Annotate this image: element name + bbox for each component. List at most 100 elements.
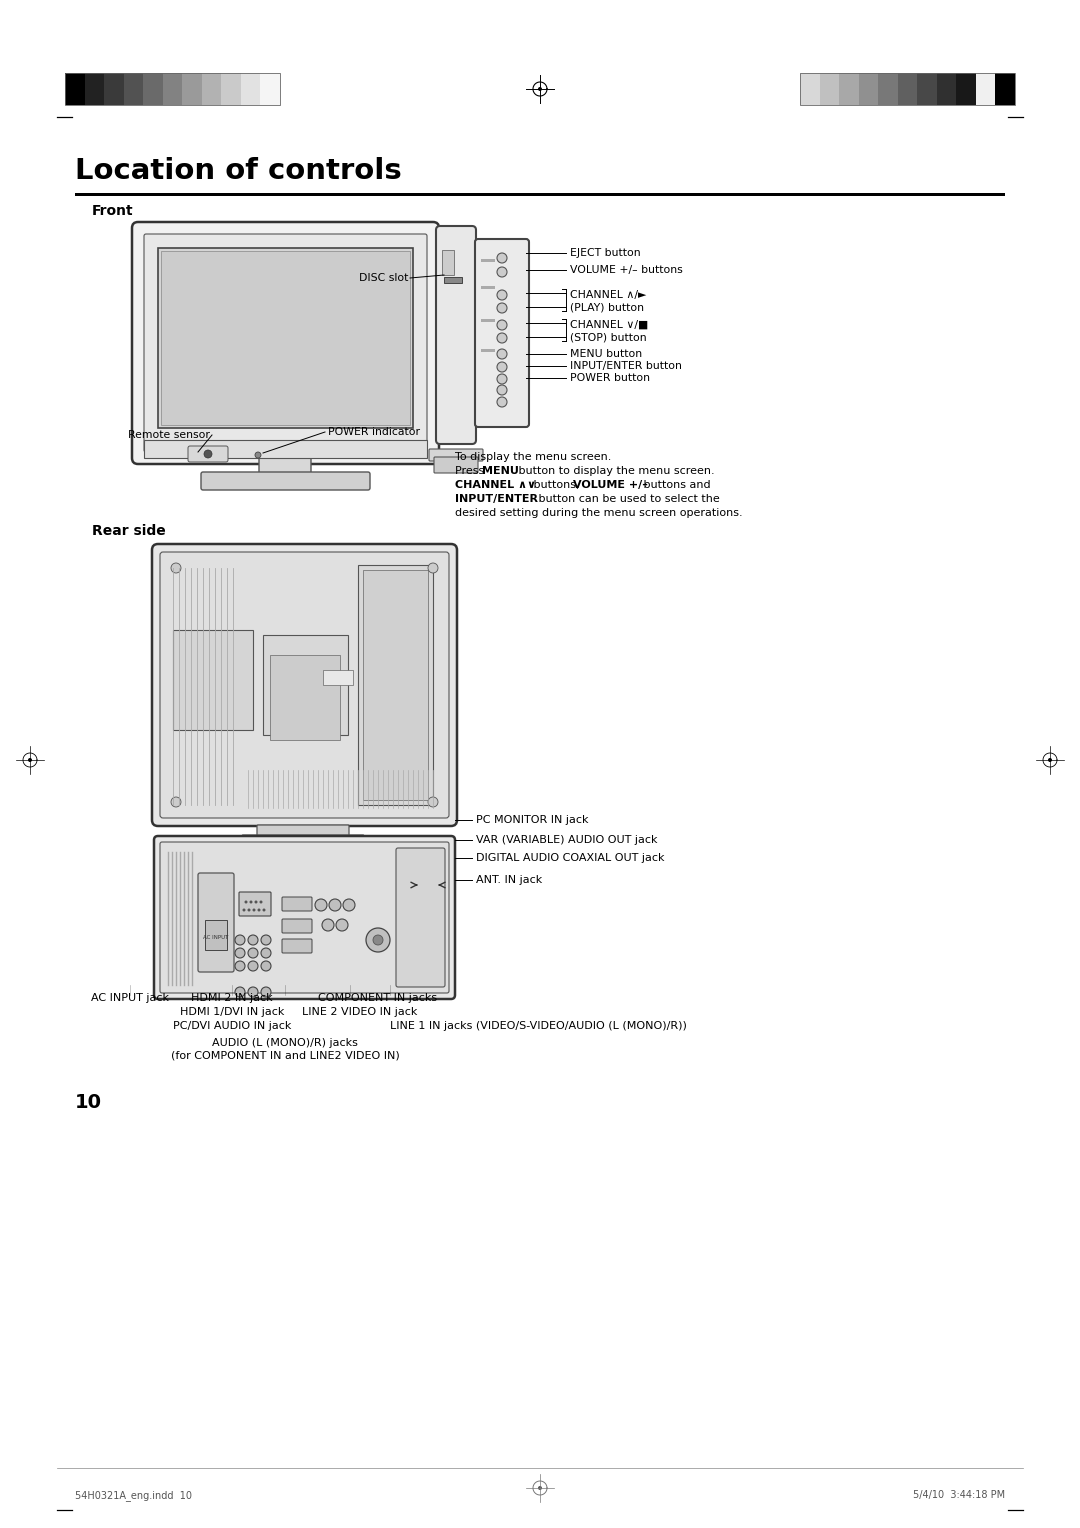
Text: POWER button: POWER button [570, 373, 650, 384]
Bar [158, 248, 413, 428]
Circle shape [497, 254, 507, 263]
Circle shape [497, 290, 507, 299]
Circle shape [235, 947, 245, 958]
Circle shape [243, 909, 245, 912]
Circle shape [235, 961, 245, 970]
FancyBboxPatch shape [475, 238, 529, 426]
Bar [123, 73, 144, 105]
Circle shape [262, 909, 266, 912]
Text: buttons,: buttons, [530, 480, 583, 490]
Bar [800, 73, 1015, 105]
Bar [161, 251, 410, 425]
Bar [65, 73, 280, 105]
Text: INPUT/ENTER: INPUT/ENTER [455, 494, 538, 504]
Bar [84, 73, 104, 105]
Circle shape [1048, 758, 1052, 762]
FancyBboxPatch shape [154, 836, 455, 999]
Text: Press: Press [455, 466, 488, 477]
Text: CHANNEL ∧/►: CHANNEL ∧/► [570, 290, 646, 299]
Circle shape [261, 935, 271, 944]
Circle shape [343, 898, 355, 911]
Bar [183, 73, 202, 105]
FancyBboxPatch shape [160, 552, 449, 817]
FancyBboxPatch shape [160, 842, 449, 993]
FancyBboxPatch shape [282, 918, 312, 934]
Circle shape [538, 1487, 542, 1490]
Circle shape [261, 961, 271, 970]
Text: DIGITAL AUDIO COAXIAL OUT jack: DIGITAL AUDIO COAXIAL OUT jack [476, 853, 664, 863]
Bar [442, 251, 454, 275]
Circle shape [329, 898, 341, 911]
Bar [241, 73, 260, 105]
FancyBboxPatch shape [201, 472, 370, 490]
Text: CHANNEL ∧∨: CHANNEL ∧∨ [455, 480, 536, 490]
Text: EJECT button: EJECT button [570, 248, 640, 258]
Text: button to display the menu screen.: button to display the menu screen. [515, 466, 715, 477]
FancyBboxPatch shape [282, 940, 312, 953]
Bar [202, 73, 221, 105]
Text: AC INPUT jack: AC INPUT jack [91, 993, 168, 1002]
Bar [264, 636, 348, 735]
Text: AUDIO (L (MONO)/R) jacks: AUDIO (L (MONO)/R) jacks [212, 1038, 357, 1048]
Circle shape [497, 303, 507, 313]
Circle shape [248, 935, 258, 944]
Text: To display the menu screen.: To display the menu screen. [455, 452, 611, 461]
Bar [839, 73, 859, 105]
Bar [357, 565, 433, 805]
Circle shape [261, 987, 271, 996]
Circle shape [257, 909, 260, 912]
Text: COMPONENT IN jacks: COMPONENT IN jacks [319, 993, 437, 1002]
Text: VAR (VARIABLE) AUDIO OUT jack: VAR (VARIABLE) AUDIO OUT jack [476, 834, 658, 845]
Circle shape [248, 947, 258, 958]
Bar [173, 630, 253, 730]
Bar [481, 348, 495, 351]
Bar [897, 73, 917, 105]
Bar [936, 73, 957, 105]
Bar [323, 669, 353, 685]
Circle shape [244, 900, 247, 903]
Circle shape [249, 900, 253, 903]
Bar [205, 920, 227, 950]
Bar [800, 73, 820, 105]
Bar [144, 440, 427, 458]
Text: PC MONITOR IN jack: PC MONITOR IN jack [476, 814, 589, 825]
Text: Remote sensor: Remote sensor [129, 429, 210, 440]
Circle shape [235, 987, 245, 996]
Circle shape [366, 927, 390, 952]
Text: LINE 1 IN jacks (VIDEO/S-VIDEO/AUDIO (L (MONO)/R)): LINE 1 IN jacks (VIDEO/S-VIDEO/AUDIO (L … [390, 1021, 687, 1031]
FancyBboxPatch shape [436, 226, 476, 445]
Circle shape [428, 562, 438, 573]
FancyBboxPatch shape [242, 834, 364, 851]
Text: (STOP) button: (STOP) button [570, 332, 647, 342]
Bar [75, 193, 1005, 196]
Circle shape [255, 452, 261, 458]
FancyBboxPatch shape [152, 544, 457, 827]
Circle shape [497, 319, 507, 330]
Text: MENU button: MENU button [570, 348, 643, 359]
FancyBboxPatch shape [259, 457, 311, 477]
Bar [481, 260, 495, 261]
Bar [481, 286, 495, 289]
Text: POWER indicator: POWER indicator [328, 426, 420, 437]
Text: (for COMPONENT IN and LINE2 VIDEO IN): (for COMPONENT IN and LINE2 VIDEO IN) [171, 1051, 400, 1060]
FancyBboxPatch shape [144, 234, 427, 452]
Circle shape [373, 935, 383, 944]
Text: (PLAY) button: (PLAY) button [570, 303, 644, 312]
Bar [957, 73, 976, 105]
Circle shape [497, 397, 507, 406]
Text: PC/DVI AUDIO IN jack: PC/DVI AUDIO IN jack [173, 1021, 292, 1031]
Bar [859, 73, 878, 105]
Circle shape [315, 898, 327, 911]
Circle shape [428, 798, 438, 807]
Text: AC INPUT: AC INPUT [203, 935, 229, 940]
FancyBboxPatch shape [188, 446, 228, 461]
Text: HDMI 1/DVI IN jack: HDMI 1/DVI IN jack [179, 1007, 284, 1018]
FancyBboxPatch shape [198, 872, 234, 972]
Text: 54H0321A_eng.indd  10: 54H0321A_eng.indd 10 [75, 1490, 192, 1500]
Text: 10: 10 [75, 1093, 102, 1112]
Circle shape [248, 987, 258, 996]
Bar [65, 73, 84, 105]
Text: VOLUME +/–: VOLUME +/– [573, 480, 648, 490]
Bar [163, 73, 183, 105]
Circle shape [497, 374, 507, 384]
